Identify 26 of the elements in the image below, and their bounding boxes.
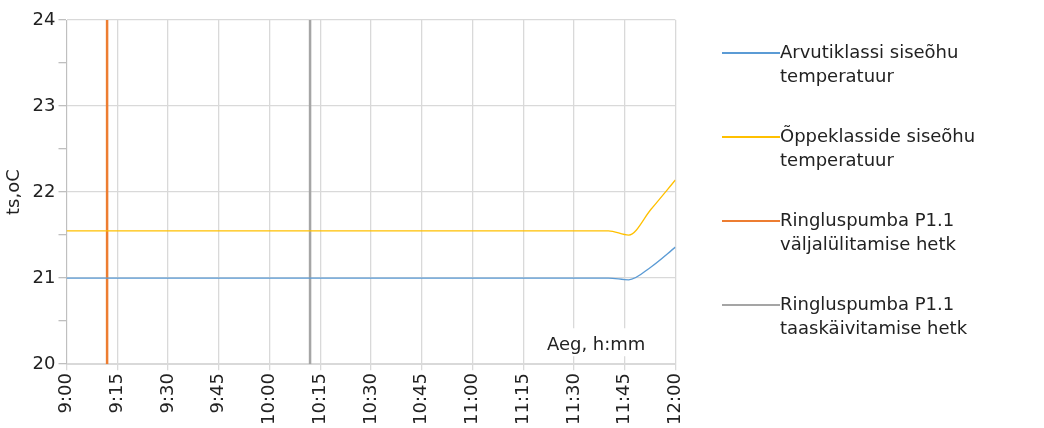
- x-tick-label: 9:45: [206, 373, 228, 414]
- y-axis-title: ts,oC: [2, 169, 24, 215]
- legend-label: Ringluspumba P1.1 taaskäivitamise hetk: [780, 292, 969, 340]
- legend-label: Arvutiklassi siseõhu temperatuur: [780, 40, 960, 88]
- y-tick-label: 22: [32, 179, 56, 201]
- x-axis-title: Aeg, h:mm: [546, 333, 646, 355]
- x-tick-label: 12:00: [663, 373, 685, 425]
- y-tick-label: 24: [32, 7, 56, 29]
- x-tick-label: 10:45: [409, 373, 431, 425]
- x-tick-label: 11:45: [612, 373, 634, 425]
- x-tick-label: 11:00: [460, 373, 482, 425]
- line-series: [66, 179, 676, 236]
- legend-label: Ringluspumba P1.1 väljalülitamise hetk: [780, 208, 957, 256]
- x-tick-label: 11:30: [561, 373, 583, 425]
- line-series: [66, 246, 676, 281]
- y-tick-label: 23: [32, 93, 56, 115]
- legend-label: Õppeklasside siseõhu temperatuur: [780, 124, 977, 172]
- y-tick-label: 21: [32, 265, 56, 287]
- x-tick-label: 10:15: [307, 373, 329, 425]
- y-tick-label: 20: [32, 351, 56, 373]
- x-tick-label: 10:00: [257, 373, 279, 425]
- x-tick-label: 11:15: [510, 373, 532, 425]
- x-tick-label: 9:30: [155, 373, 177, 414]
- x-tick-label: 9:00: [54, 373, 76, 414]
- x-tick-label: 10:30: [358, 373, 380, 425]
- x-tick-label: 9:15: [104, 373, 126, 414]
